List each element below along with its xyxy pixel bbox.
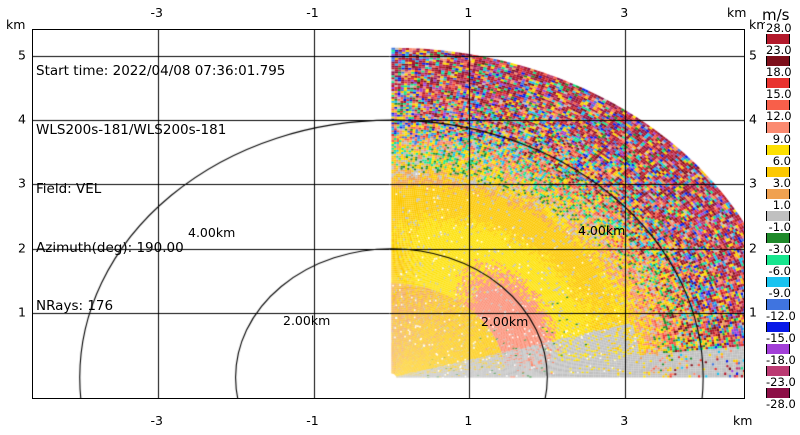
colorbar-tick-12: -9.0 bbox=[765, 287, 792, 300]
y-tick-left-1: 2 bbox=[18, 240, 26, 256]
colorbar-tick-4: 12.0 bbox=[765, 109, 792, 124]
colorbar[interactable] bbox=[766, 28, 790, 405]
y-tick-right-1: 2 bbox=[749, 240, 757, 256]
x-tick-bottom-3: 3 bbox=[620, 413, 629, 428]
x-tick-bottom-2: 1 bbox=[464, 413, 473, 428]
range-ring-label-1: 2.00km bbox=[283, 313, 331, 328]
colorbar-tick-1: 23.0 bbox=[765, 43, 792, 58]
colorbar-tick-15: -18.0 bbox=[765, 352, 796, 367]
range-ring-label-0: 4.00km bbox=[188, 225, 236, 240]
y-tick-left-4: 5 bbox=[18, 47, 26, 63]
y-tick-right-4: 5 bbox=[749, 47, 757, 63]
colorbar-tick-14: -15.0 bbox=[765, 330, 796, 345]
x-tick-bottom-1: -1 bbox=[306, 413, 319, 428]
unit-right-top: km bbox=[749, 17, 769, 32]
unit-top-right: km bbox=[727, 5, 747, 20]
colorbar-tick-5: 9.0 bbox=[765, 132, 792, 145]
colorbar-tick-7: 3.0 bbox=[765, 176, 792, 189]
colorbar-tick-10: -3.0 bbox=[765, 243, 792, 256]
x-tick-top-2: 1 bbox=[464, 5, 473, 20]
y-tick-left-2: 3 bbox=[18, 175, 26, 191]
x-tick-top-0: -3 bbox=[150, 5, 163, 20]
range-ring-label-3: 4.00km bbox=[578, 223, 626, 238]
y-tick-right-2: 3 bbox=[749, 175, 757, 191]
y-tick-right-3: 4 bbox=[749, 111, 757, 127]
unit-top-left: km bbox=[6, 17, 26, 32]
colorbar-tick-8: 1.0 bbox=[765, 198, 792, 211]
colorbar-tick-6: 6.0 bbox=[765, 154, 792, 167]
colorbar-tick-17: -28.0 bbox=[765, 397, 796, 411]
x-tick-top-1: -1 bbox=[306, 5, 319, 20]
grid-and-range-ring-overlay bbox=[33, 30, 744, 398]
plot-frame bbox=[32, 29, 745, 399]
y-tick-right-0: 1 bbox=[749, 304, 757, 320]
colorbar-tick-11: -6.0 bbox=[765, 265, 792, 278]
range-ring-label-2: 2.00km bbox=[481, 314, 529, 329]
colorbar-title: m/s bbox=[762, 6, 790, 24]
y-tick-left-0: 1 bbox=[18, 304, 26, 320]
colorbar-tick-16: -23.0 bbox=[765, 374, 796, 389]
colorbar-tick-3: 15.0 bbox=[765, 87, 792, 102]
colorbar-tick-9: -1.0 bbox=[765, 221, 792, 234]
x-tick-top-3: 3 bbox=[620, 5, 629, 20]
x-tick-bottom-0: -3 bbox=[150, 413, 163, 428]
unit-bottom-right: km bbox=[733, 413, 753, 428]
y-tick-left-3: 4 bbox=[18, 111, 26, 127]
colorbar-tick-2: 18.0 bbox=[765, 65, 792, 80]
colorbar-tick-0: 28.0 bbox=[765, 21, 792, 35]
colorbar-tick-13: -12.0 bbox=[765, 308, 796, 323]
